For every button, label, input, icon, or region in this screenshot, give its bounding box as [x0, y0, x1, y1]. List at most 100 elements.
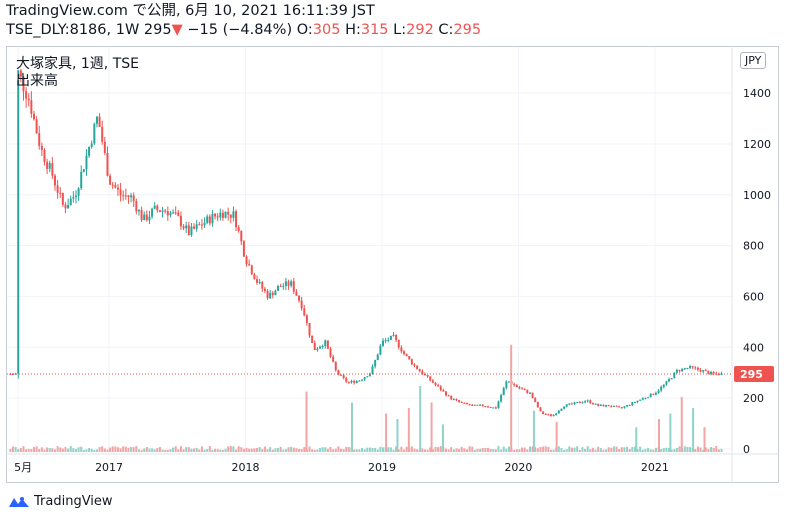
volume-bar: [140, 449, 143, 452]
volume-bar: [366, 447, 369, 452]
volume-bar: [187, 447, 190, 452]
volume-bar: [382, 447, 385, 452]
volume-bar: [56, 446, 59, 452]
candle-body: [358, 380, 361, 382]
volume-bar: [169, 449, 172, 452]
volume-bar: [308, 446, 311, 452]
y-tick-label: 1400: [743, 87, 771, 100]
volume-bar: [166, 449, 169, 452]
candle-body: [612, 405, 615, 407]
volume-bar: [151, 448, 154, 452]
volume-bar: [712, 447, 715, 452]
candle-body: [263, 288, 266, 292]
candle-body: [410, 359, 413, 365]
low-label: L:: [393, 22, 407, 38]
candle-body: [599, 404, 602, 406]
candle-body: [374, 360, 377, 367]
volume-bar: [51, 448, 54, 452]
footer-brand: TradingView: [34, 494, 113, 509]
candle-body: [14, 373, 17, 375]
candle-body: [19, 70, 22, 77]
candle-body: [347, 381, 350, 383]
candle-body: [164, 210, 167, 212]
volume-bar: [235, 449, 238, 452]
candle-body: [402, 351, 405, 354]
candle-body: [657, 390, 660, 393]
candle-body: [620, 407, 623, 409]
volume-bar: [250, 448, 253, 452]
volume-bar: [200, 446, 203, 452]
candle-body: [11, 373, 14, 375]
volume-bar: [114, 446, 117, 452]
volume-bar: [82, 449, 85, 452]
candle-body: [429, 376, 432, 381]
volume-bar: [397, 449, 400, 452]
candle-body: [384, 340, 387, 342]
candle-body: [95, 116, 98, 124]
candle-body: [298, 295, 301, 301]
volume-bar: [531, 446, 534, 452]
volume-bar: [198, 449, 201, 452]
volume-bar: [615, 446, 618, 452]
volume-bar: [696, 446, 699, 452]
volume-bar: [290, 446, 293, 452]
candle-body: [250, 265, 253, 275]
volume-bar: [282, 449, 285, 452]
candle-body: [242, 241, 245, 257]
volume-bar: [292, 447, 295, 452]
volume-bar: [256, 447, 259, 452]
price-change: −15 (−4.84%): [187, 22, 293, 38]
candle-body: [686, 368, 689, 370]
volume-bar: [468, 446, 471, 452]
candle-body: [69, 198, 72, 206]
volume-bar: [392, 449, 395, 452]
volume-bar: [340, 448, 343, 452]
candle-body: [565, 404, 568, 407]
candle-body: [109, 175, 112, 185]
high-label: H:: [345, 22, 361, 38]
volume-bar: [158, 447, 161, 452]
volume-bar: [124, 446, 127, 452]
volume-bar: [605, 449, 608, 452]
candle-body: [431, 380, 434, 383]
volume-bar: [177, 449, 180, 452]
volume-bar: [563, 449, 566, 452]
volume-bar: [329, 446, 332, 452]
candle-body: [405, 353, 408, 357]
candle-body: [51, 163, 54, 176]
volume-bar: [295, 448, 298, 452]
volume-bar: [72, 448, 75, 452]
candle-body: [458, 400, 461, 402]
legend-title: 大塚家具, 1週, TSE: [16, 56, 139, 72]
candle-body: [368, 373, 371, 377]
candle-body: [662, 384, 665, 387]
volume-bar: [692, 408, 695, 452]
currency-badge[interactable]: JPY: [740, 52, 767, 69]
candle-body: [702, 370, 705, 372]
volume-bar: [581, 447, 584, 452]
volume-bar: [620, 447, 623, 452]
candle-body: [334, 361, 337, 371]
candle-body: [211, 213, 214, 224]
volume-bar: [465, 449, 468, 452]
candle-body: [392, 334, 395, 336]
volume-bar: [303, 447, 306, 452]
candle-body: [544, 414, 547, 416]
volume-bar: [405, 446, 408, 452]
volume-bar: [334, 448, 337, 452]
candle-body: [161, 210, 164, 212]
candle-body: [185, 225, 188, 229]
volume-bar: [591, 447, 594, 452]
volume-bar: [429, 447, 432, 452]
candle-body: [366, 376, 369, 378]
candle-body: [221, 212, 224, 218]
volume-bar: [510, 344, 513, 452]
volume-bar: [694, 449, 697, 452]
candle-body: [515, 385, 518, 388]
volume-bar: [686, 446, 689, 452]
candle-body: [450, 395, 453, 400]
candle-body: [319, 346, 322, 349]
volume-bar: [641, 449, 644, 452]
candle-body: [437, 384, 440, 387]
price-chart[interactable]: 0 200 400 600 800 1000 1200 1400 5月 2017 2018 2019 2…: [6, 46, 779, 483]
